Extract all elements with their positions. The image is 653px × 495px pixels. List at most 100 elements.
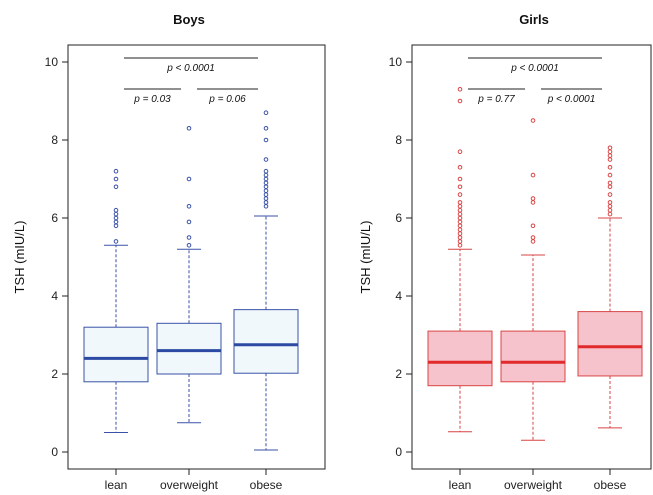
- outlier-point: [457, 98, 463, 104]
- y-tick-label: 8: [51, 133, 58, 147]
- outlier-point: [530, 223, 536, 229]
- outlier-point: [263, 137, 269, 143]
- box-lean: [427, 87, 493, 433]
- outlier-point: [186, 204, 192, 209]
- panel-title: Girls: [519, 12, 549, 27]
- panel-title: Boys: [173, 12, 205, 27]
- x-tick-label-obese: obese: [250, 478, 283, 492]
- outlier-point: [186, 219, 192, 225]
- panel-boys: Boys 0 2 4 6 8 10 TSH (mIU/L) lean overweight obes…: [12, 12, 326, 492]
- outlier-point: [457, 239, 463, 244]
- outlier-point: [457, 207, 463, 213]
- iqr-box: [427, 330, 493, 387]
- x-tick-label-overweight: overweight: [160, 478, 219, 492]
- outlier-point: [263, 184, 269, 190]
- outlier-point: [263, 157, 269, 162]
- outlier-point: [530, 172, 536, 178]
- p-value-label: p = 0.77: [477, 94, 515, 105]
- iqr-box: [233, 309, 299, 374]
- p-value-label: p < 0.0001: [166, 63, 215, 74]
- outlier-point: [186, 235, 192, 240]
- x-tick-label-lean: lean: [449, 478, 472, 492]
- outlier-point: [113, 215, 119, 221]
- outlier-point: [607, 157, 613, 162]
- outlier-point: [457, 204, 463, 209]
- outlier-point: [263, 126, 269, 131]
- outlier-point: [607, 204, 613, 209]
- outlier-point: [457, 211, 463, 217]
- outlier-point: [263, 192, 269, 197]
- outlier-point: [607, 207, 613, 213]
- y-axis-label: TSH (mIU/L): [12, 221, 27, 294]
- outlier-point: [113, 211, 119, 217]
- p-value-label: p < 0.0001: [547, 94, 596, 105]
- outlier-point: [186, 126, 192, 131]
- iqr-box: [500, 330, 566, 383]
- plot-frame: [67, 44, 326, 470]
- outlier-point: [530, 239, 536, 244]
- outlier-point: [457, 192, 463, 197]
- outlier-point: [113, 168, 119, 174]
- outlier-point: [113, 184, 119, 190]
- y-tick-label: 6: [51, 211, 58, 225]
- outlier-point: [263, 176, 269, 182]
- outlier-point: [457, 149, 463, 154]
- y-tick-label: 6: [395, 211, 402, 225]
- outlier-point: [457, 227, 463, 232]
- outlier-point: [263, 200, 269, 205]
- outlier-point: [607, 211, 613, 217]
- y-tick-label: 4: [395, 289, 402, 303]
- outlier-point: [113, 219, 119, 225]
- y-tick-label: 10: [45, 55, 59, 69]
- y-tick-label: 2: [51, 367, 58, 381]
- outlier-point: [607, 172, 613, 178]
- outlier-point: [263, 180, 269, 186]
- x-tick-label-overweight: overweight: [504, 478, 563, 492]
- outlier-point: [457, 223, 463, 229]
- outlier-point: [607, 184, 613, 190]
- y-tick-label: 10: [389, 55, 403, 69]
- iqr-box: [156, 322, 222, 375]
- outlier-point: [607, 165, 613, 170]
- y-tick-label: 0: [51, 445, 58, 459]
- outlier-point: [457, 219, 463, 225]
- outlier-point: [263, 188, 269, 193]
- y-tick-label: 4: [51, 289, 58, 303]
- x-tick-label-obese: obese: [594, 478, 627, 492]
- outlier-point: [457, 184, 463, 190]
- y-tick-label: 8: [395, 133, 402, 147]
- y-tick-label: 0: [395, 445, 402, 459]
- outlier-point: [457, 87, 463, 92]
- outlier-point: [263, 172, 269, 178]
- outlier-point: [530, 200, 536, 205]
- outlier-point: [263, 196, 269, 201]
- outlier-point: [263, 110, 269, 115]
- plot-frame: [411, 44, 652, 470]
- outlier-point: [113, 207, 119, 213]
- box-obese: [233, 110, 299, 451]
- outlier-point: [113, 223, 119, 229]
- p-value-label: p < 0.0001: [510, 63, 559, 74]
- outlier-point: [457, 176, 463, 182]
- x-tick-label-lean: lean: [105, 478, 128, 492]
- outlier-point: [530, 196, 536, 201]
- outlier-point: [186, 176, 192, 182]
- outlier-point: [607, 153, 613, 158]
- p-value-label: p = 0.03: [133, 94, 171, 105]
- outlier-point: [186, 243, 192, 248]
- outlier-point: [607, 145, 613, 151]
- outlier-point: [113, 176, 119, 182]
- outlier-point: [113, 239, 119, 244]
- outlier-point: [457, 215, 463, 221]
- box-overweight: [156, 126, 222, 424]
- box-overweight: [500, 118, 566, 441]
- outlier-point: [457, 165, 463, 170]
- outlier-point: [457, 243, 463, 248]
- iqr-box: [577, 311, 643, 377]
- iqr-box: [83, 326, 149, 383]
- box-lean: [83, 168, 149, 433]
- outlier-point: [263, 204, 269, 209]
- outlier-point: [607, 149, 613, 154]
- outlier-point: [457, 235, 463, 240]
- box-obese: [577, 145, 643, 429]
